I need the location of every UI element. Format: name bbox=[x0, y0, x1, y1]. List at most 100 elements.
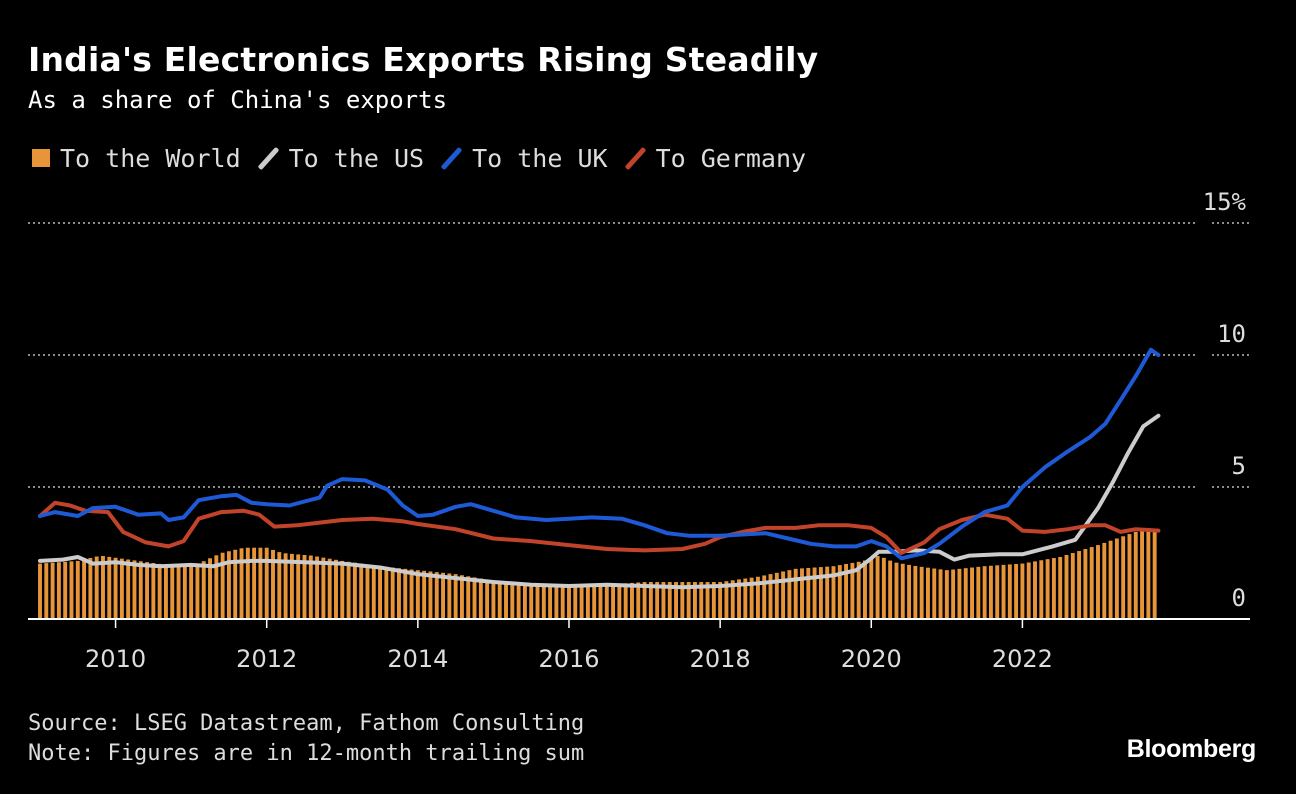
bar-world bbox=[1020, 563, 1025, 619]
bar-world bbox=[585, 585, 590, 619]
bar-world bbox=[38, 563, 42, 619]
bar-world bbox=[711, 582, 716, 619]
x-tick-label: 2020 bbox=[841, 645, 902, 673]
bar-world bbox=[283, 553, 288, 619]
bar-world bbox=[321, 557, 326, 619]
bar-world bbox=[75, 560, 80, 619]
bar-world bbox=[825, 566, 830, 619]
bar-world bbox=[422, 570, 427, 619]
bar-world bbox=[598, 584, 603, 619]
bar-world bbox=[453, 574, 458, 619]
bar-world bbox=[271, 549, 275, 619]
bar-world bbox=[327, 558, 332, 619]
bar-world bbox=[195, 563, 200, 619]
bar-world bbox=[1083, 549, 1088, 619]
legend-item-us: To the US bbox=[257, 144, 424, 173]
bar-world bbox=[346, 561, 351, 619]
chart-title: India's Electronics Exports Rising Stead… bbox=[28, 40, 819, 79]
bar-world bbox=[69, 561, 74, 619]
bar-world bbox=[592, 585, 597, 619]
bar-world bbox=[661, 582, 666, 619]
bar-world bbox=[1001, 564, 1006, 619]
bar-world bbox=[875, 556, 880, 619]
bar-world bbox=[970, 567, 974, 619]
bar-world bbox=[554, 585, 559, 619]
bar-world bbox=[1070, 553, 1075, 619]
bar-world bbox=[132, 560, 137, 619]
bar-world bbox=[919, 566, 924, 619]
bar-world bbox=[1133, 531, 1138, 619]
x-tick-label: 2014 bbox=[387, 645, 448, 673]
bar-world bbox=[1121, 536, 1126, 619]
bar-world bbox=[976, 566, 981, 619]
y-tick-label: 10 bbox=[1217, 320, 1246, 348]
legend-item-world: To the World bbox=[32, 144, 241, 173]
bar-world bbox=[415, 570, 420, 619]
line-uk bbox=[38, 347, 1161, 561]
y-tick-label: 5 bbox=[1232, 452, 1246, 480]
bar-world bbox=[397, 568, 401, 619]
bar-world bbox=[289, 553, 294, 619]
bar-world bbox=[699, 582, 704, 619]
bar-world bbox=[516, 583, 521, 619]
bar-world bbox=[94, 556, 99, 619]
bar-world bbox=[900, 563, 905, 619]
bar-world bbox=[226, 551, 231, 619]
bar-world bbox=[510, 582, 515, 619]
bar-world bbox=[1007, 564, 1012, 619]
line-us bbox=[38, 413, 1161, 590]
bar-world bbox=[951, 569, 956, 619]
x-tick-label: 2022 bbox=[992, 645, 1053, 673]
legend-label-uk: To the UK bbox=[472, 143, 608, 173]
bar-world bbox=[535, 584, 540, 619]
bar-world bbox=[1152, 529, 1157, 619]
bar-world bbox=[245, 547, 250, 619]
legend-label-germany: To Germany bbox=[655, 143, 807, 173]
bar-world bbox=[239, 548, 244, 619]
bar-world bbox=[705, 582, 710, 619]
bar-world bbox=[611, 584, 616, 619]
bar-world bbox=[863, 560, 867, 619]
bar-world bbox=[176, 565, 181, 619]
footnote: Note: Figures are in 12-month trailing s… bbox=[28, 741, 585, 766]
bar-world bbox=[472, 577, 477, 619]
bar-world bbox=[296, 554, 301, 619]
bar-world bbox=[648, 582, 653, 619]
bar-world bbox=[1114, 538, 1119, 619]
bar-world bbox=[686, 582, 691, 619]
bar-world bbox=[233, 549, 238, 619]
bar-world bbox=[82, 559, 87, 619]
bar-world bbox=[692, 582, 697, 619]
bar-world bbox=[1039, 560, 1044, 619]
bar-world bbox=[403, 568, 408, 619]
bar-world bbox=[762, 575, 767, 619]
bar-world bbox=[743, 578, 748, 619]
bar-world bbox=[579, 585, 584, 619]
bar-world bbox=[812, 567, 817, 619]
bar-world bbox=[793, 568, 798, 619]
bar-world bbox=[315, 556, 320, 619]
bar-world bbox=[182, 565, 187, 619]
bar-world bbox=[800, 568, 804, 619]
bar-world bbox=[837, 565, 842, 619]
bar-world bbox=[119, 558, 124, 619]
bar-world bbox=[774, 572, 779, 619]
legend: To the World To the US To the UK To Germ… bbox=[32, 142, 822, 174]
bar-world bbox=[466, 576, 471, 619]
bar-world bbox=[932, 568, 937, 619]
bar-world bbox=[894, 562, 899, 619]
legend-label-world: To the World bbox=[60, 143, 241, 173]
bar-world bbox=[1026, 562, 1031, 619]
bar-world bbox=[667, 582, 672, 619]
bar-world bbox=[126, 559, 131, 619]
bar-world bbox=[1014, 564, 1019, 619]
bar-world bbox=[1033, 561, 1037, 619]
bar-world bbox=[1096, 545, 1100, 619]
bar-world bbox=[730, 580, 735, 619]
bar-world bbox=[220, 552, 225, 619]
bar-world bbox=[214, 555, 219, 619]
chart-subtitle: As a share of China's exports bbox=[28, 86, 448, 114]
bar-world bbox=[1108, 540, 1113, 619]
bar-world bbox=[1077, 551, 1082, 619]
bar-world bbox=[88, 557, 93, 619]
